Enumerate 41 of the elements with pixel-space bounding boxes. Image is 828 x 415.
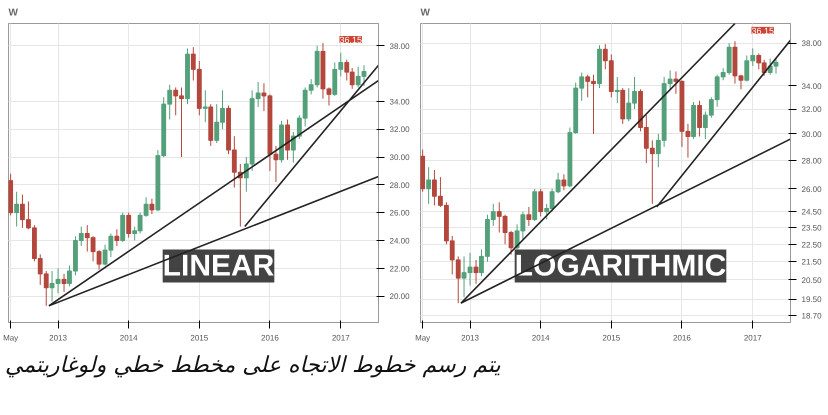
x-tick-label: 2016 <box>261 334 280 342</box>
annotation: LOGARITHMIC <box>514 250 726 282</box>
y-tick-label: 28.00 <box>390 180 410 190</box>
y-tick-label: 22.50 <box>802 240 822 250</box>
chart-title: W <box>8 8 18 18</box>
y-tick-label: 23.50 <box>802 224 822 233</box>
y-tick-label: 22.00 <box>390 264 410 274</box>
y-tick-label: 32.00 <box>390 125 410 134</box>
x-tick-label: 2013 <box>49 334 68 342</box>
y-tick-label: 38.00 <box>802 39 822 48</box>
text: يتم رسم خطوط الاتجاه على مخطط خطي ولوغاريتمي <box>5 352 501 380</box>
y-tick-label: 24.50 <box>802 208 822 217</box>
x-tick-label: 2013 <box>461 334 480 342</box>
y-tick-label: 21.50 <box>802 258 822 267</box>
y-tick-label: 38.00 <box>390 42 410 51</box>
y-tick-label: 20.00 <box>390 292 410 302</box>
y-tick-label: 30.00 <box>802 130 822 139</box>
x-tick-label: May <box>415 334 430 342</box>
y-tick-label: 18.70 <box>802 311 822 320</box>
x-tick-label: 2017 <box>332 334 350 342</box>
x-tick-label: 2015 <box>190 334 209 342</box>
y-tick-label: 34.00 <box>802 82 822 91</box>
x-tick-label: May <box>3 334 18 342</box>
annotation: LINEAR <box>162 250 275 282</box>
annotation: 36.15 <box>751 26 774 36</box>
y-tick-label: 34.00 <box>390 97 410 106</box>
y-tick-label: 26.00 <box>390 208 410 218</box>
chart-title: W <box>420 8 430 18</box>
y-tick-label: 28.00 <box>802 156 822 166</box>
x-tick-label: 2014 <box>532 334 550 342</box>
y-tick-label: 32.00 <box>802 105 822 114</box>
y-tick-label: 19.50 <box>802 295 822 304</box>
y-tick-label: 20.50 <box>802 276 822 285</box>
annotation: 36.15 <box>339 34 362 45</box>
x-tick-label: 2015 <box>602 334 621 342</box>
x-tick-label: 2017 <box>744 334 762 342</box>
y-tick-label: 30.00 <box>390 153 410 162</box>
y-tick-label: 24.00 <box>390 236 410 246</box>
x-tick-label: 2014 <box>120 334 138 342</box>
x-tick-label: 2016 <box>673 334 692 342</box>
y-tick-label: 26.00 <box>802 184 822 194</box>
